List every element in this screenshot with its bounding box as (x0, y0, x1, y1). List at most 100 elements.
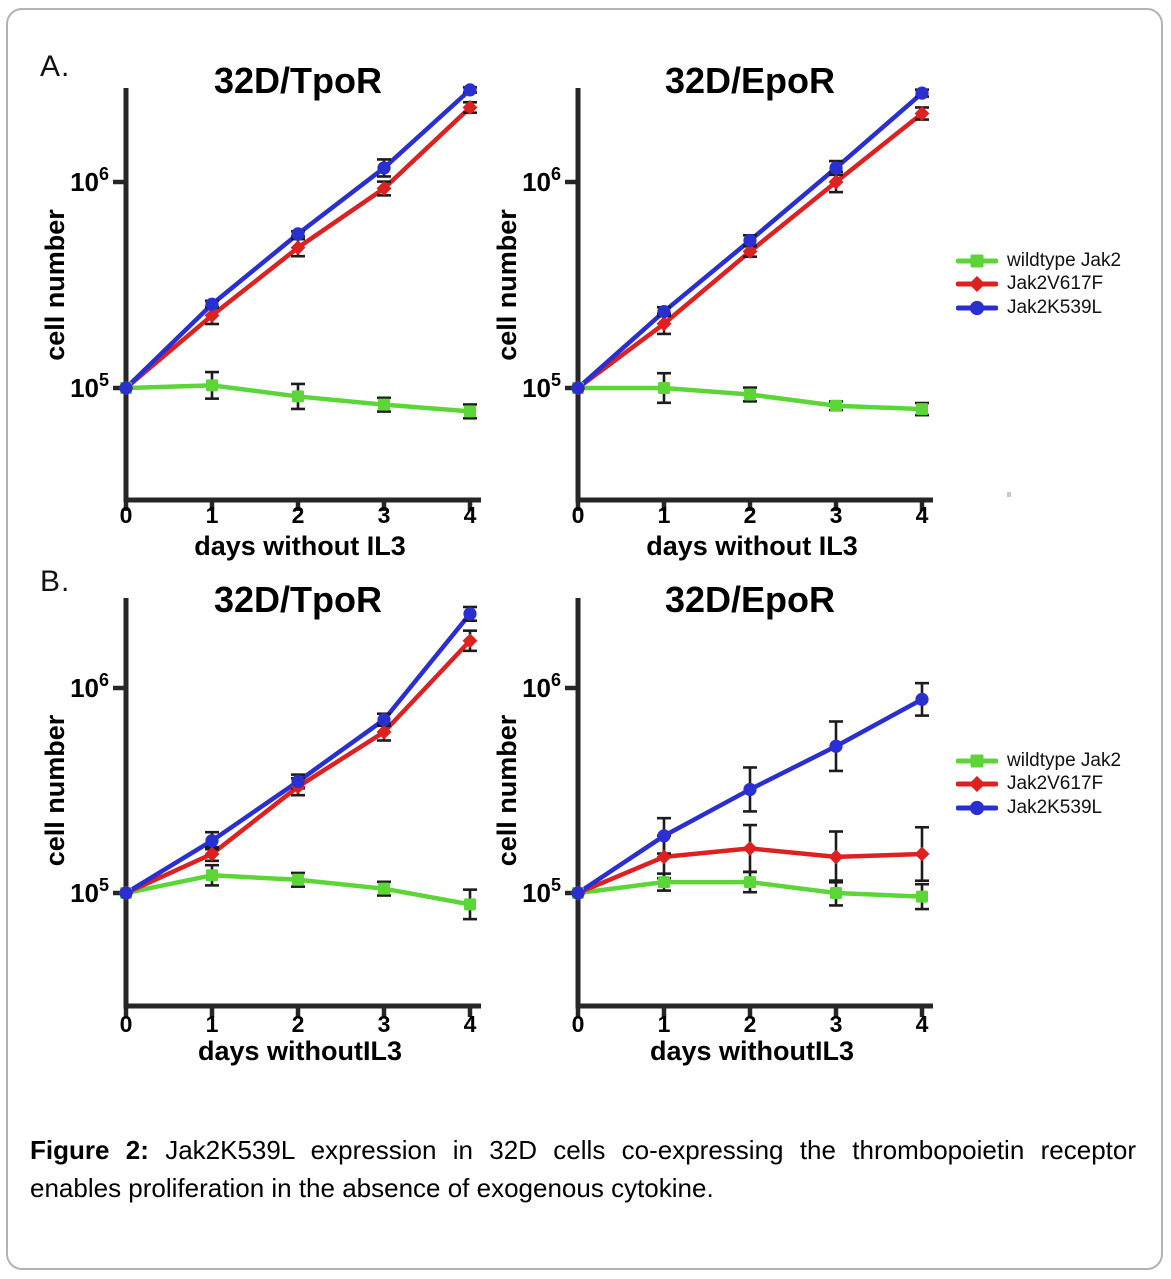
circle-legend-marker-icon (956, 800, 998, 815)
legend-panel-b: wildtype Jak2 Jak2V617F Jak2K539L (956, 749, 1161, 820)
x-tick-label: 2 (292, 1011, 305, 1037)
data-point-jak2v617f (462, 633, 478, 649)
data-point-jak2k539l (119, 886, 133, 900)
legend-item: Jak2K539L (956, 796, 1161, 820)
x-tick-label: 3 (830, 502, 843, 528)
legend-panel-a: wildtype Jak2 Jak2V617F Jak2K539L (956, 249, 1161, 320)
error-bars-wildtype-jak2 (205, 370, 477, 420)
data-point-jak2k539l (829, 739, 843, 753)
data-point-jak2v617f (828, 174, 844, 190)
data-point-jak2k539l (657, 304, 671, 319)
x-tick-label: 4 (464, 502, 477, 528)
data-point-jak2v617f (742, 244, 758, 259)
chart-title: 32D/TpoR (214, 579, 382, 620)
x-axis-label: days without IL3 (646, 531, 858, 561)
data-point-wildtype-jak2 (292, 873, 304, 886)
legend-item-label: Jak2V617F (1007, 773, 1104, 795)
data-point-jak2v617f (914, 846, 930, 862)
scan-artifact-dot (1007, 492, 1011, 497)
data-point-wildtype-jak2 (206, 869, 218, 882)
x-tick-label: 2 (292, 502, 305, 528)
y-axis-label: cell number (492, 209, 522, 361)
data-point-jak2k539l (463, 83, 477, 97)
diamond-legend-marker-icon (956, 776, 998, 793)
data-point-wildtype-jak2 (658, 382, 670, 394)
data-point-jak2k539l (291, 774, 305, 789)
y-tick-label: 106 (70, 164, 109, 197)
caption-body: Jak2K539L expression in 32D cells co-exp… (30, 1135, 1136, 1203)
x-tick-label: 0 (572, 1011, 585, 1037)
data-point-wildtype-jak2 (830, 887, 842, 899)
data-point-jak2k539l (657, 829, 671, 843)
chart-a-32d-epor: 105 106 0 1 2 3 4 32D/EpoR cell number days witho… (492, 60, 933, 561)
legend-marker-shape (969, 300, 985, 315)
x-tick-label: 0 (120, 502, 133, 528)
y-tick-label: 105 (522, 370, 561, 403)
chart-title: 32D/TpoR (214, 60, 382, 101)
legend-item-label: Jak2V617F (1007, 273, 1104, 295)
data-point-jak2v617f (828, 849, 844, 865)
data-point-wildtype-jak2 (464, 898, 476, 911)
x-axis-label: days withoutIL3 (650, 1036, 854, 1066)
data-point-jak2v617f (204, 846, 220, 862)
legend-item: Jak2V617F (956, 773, 1161, 797)
panel-b-label: B. (40, 565, 71, 598)
error-bars-jak2k539l (205, 605, 477, 851)
caption-prefix: Figure 2: (30, 1135, 149, 1165)
panel-a-label: A. (40, 50, 71, 83)
chart-title: 32D/EpoR (665, 60, 835, 101)
data-point-jak2k539l (377, 161, 391, 175)
figure-caption: Figure 2: Jak2K539L expression in 32D ce… (30, 1131, 1136, 1207)
legend-item: wildtype Jak2 (956, 249, 1161, 273)
data-point-jak2v617f (376, 724, 392, 740)
y-tick-label: 105 (70, 875, 109, 908)
data-point-wildtype-jak2 (378, 398, 390, 411)
x-tick-label: 1 (658, 1011, 671, 1037)
axes (113, 598, 481, 1017)
data-point-jak2k539l (915, 692, 929, 706)
circle-legend-marker-icon (956, 300, 998, 315)
legend-marker-shape (968, 776, 986, 793)
data-point-jak2k539l (377, 713, 391, 727)
data-point-wildtype-jak2 (658, 876, 670, 889)
x-tick-label: 3 (830, 1011, 843, 1037)
data-point-wildtype-jak2 (916, 403, 928, 416)
y-tick-label: 105 (522, 875, 561, 908)
error-bars-wildtype-jak2 (657, 870, 929, 911)
y-tick-label: 106 (522, 670, 561, 703)
data-point-jak2k539l (829, 161, 843, 175)
diamond-legend-marker-icon (956, 276, 998, 293)
y-tick-label: 106 (522, 164, 561, 197)
y-axis-label: cell number (40, 209, 70, 361)
data-point-wildtype-jak2 (744, 876, 756, 889)
data-point-jak2v617f (204, 308, 220, 323)
data-point-wildtype-jak2 (744, 388, 756, 401)
data-point-jak2k539l (291, 227, 305, 241)
data-point-wildtype-jak2 (916, 890, 928, 903)
data-point-wildtype-jak2 (378, 882, 390, 895)
data-point-jak2k539l (743, 782, 757, 797)
data-point-jak2k539l (463, 607, 477, 621)
legend-item-label: wildtype Jak2 (1007, 749, 1122, 771)
x-tick-label: 2 (744, 1011, 757, 1037)
chart-a-32d-tpor: 105 106 0 1 2 3 4 32D/TpoR cell number days witho… (40, 60, 481, 561)
x-tick-label: 1 (206, 502, 219, 528)
chart-title: 32D/EpoR (665, 579, 835, 620)
data-point-wildtype-jak2 (292, 390, 304, 403)
data-point-jak2v617f (462, 100, 478, 115)
data-point-jak2v617f (656, 316, 672, 332)
y-tick-label: 106 (70, 670, 109, 703)
legend-item: Jak2V617F (956, 273, 1161, 297)
data-point-jak2v617f (656, 849, 672, 865)
legend-marker-shape (970, 254, 984, 268)
x-tick-label: 4 (916, 1011, 929, 1037)
data-point-jak2v617f (742, 840, 758, 856)
data-point-wildtype-jak2 (830, 399, 842, 412)
data-point-jak2k539l (571, 381, 585, 395)
square-legend-marker-icon (956, 254, 998, 268)
data-point-jak2k539l (205, 834, 219, 848)
data-point-jak2k539l (119, 381, 133, 395)
data-point-jak2v617f (290, 240, 306, 256)
